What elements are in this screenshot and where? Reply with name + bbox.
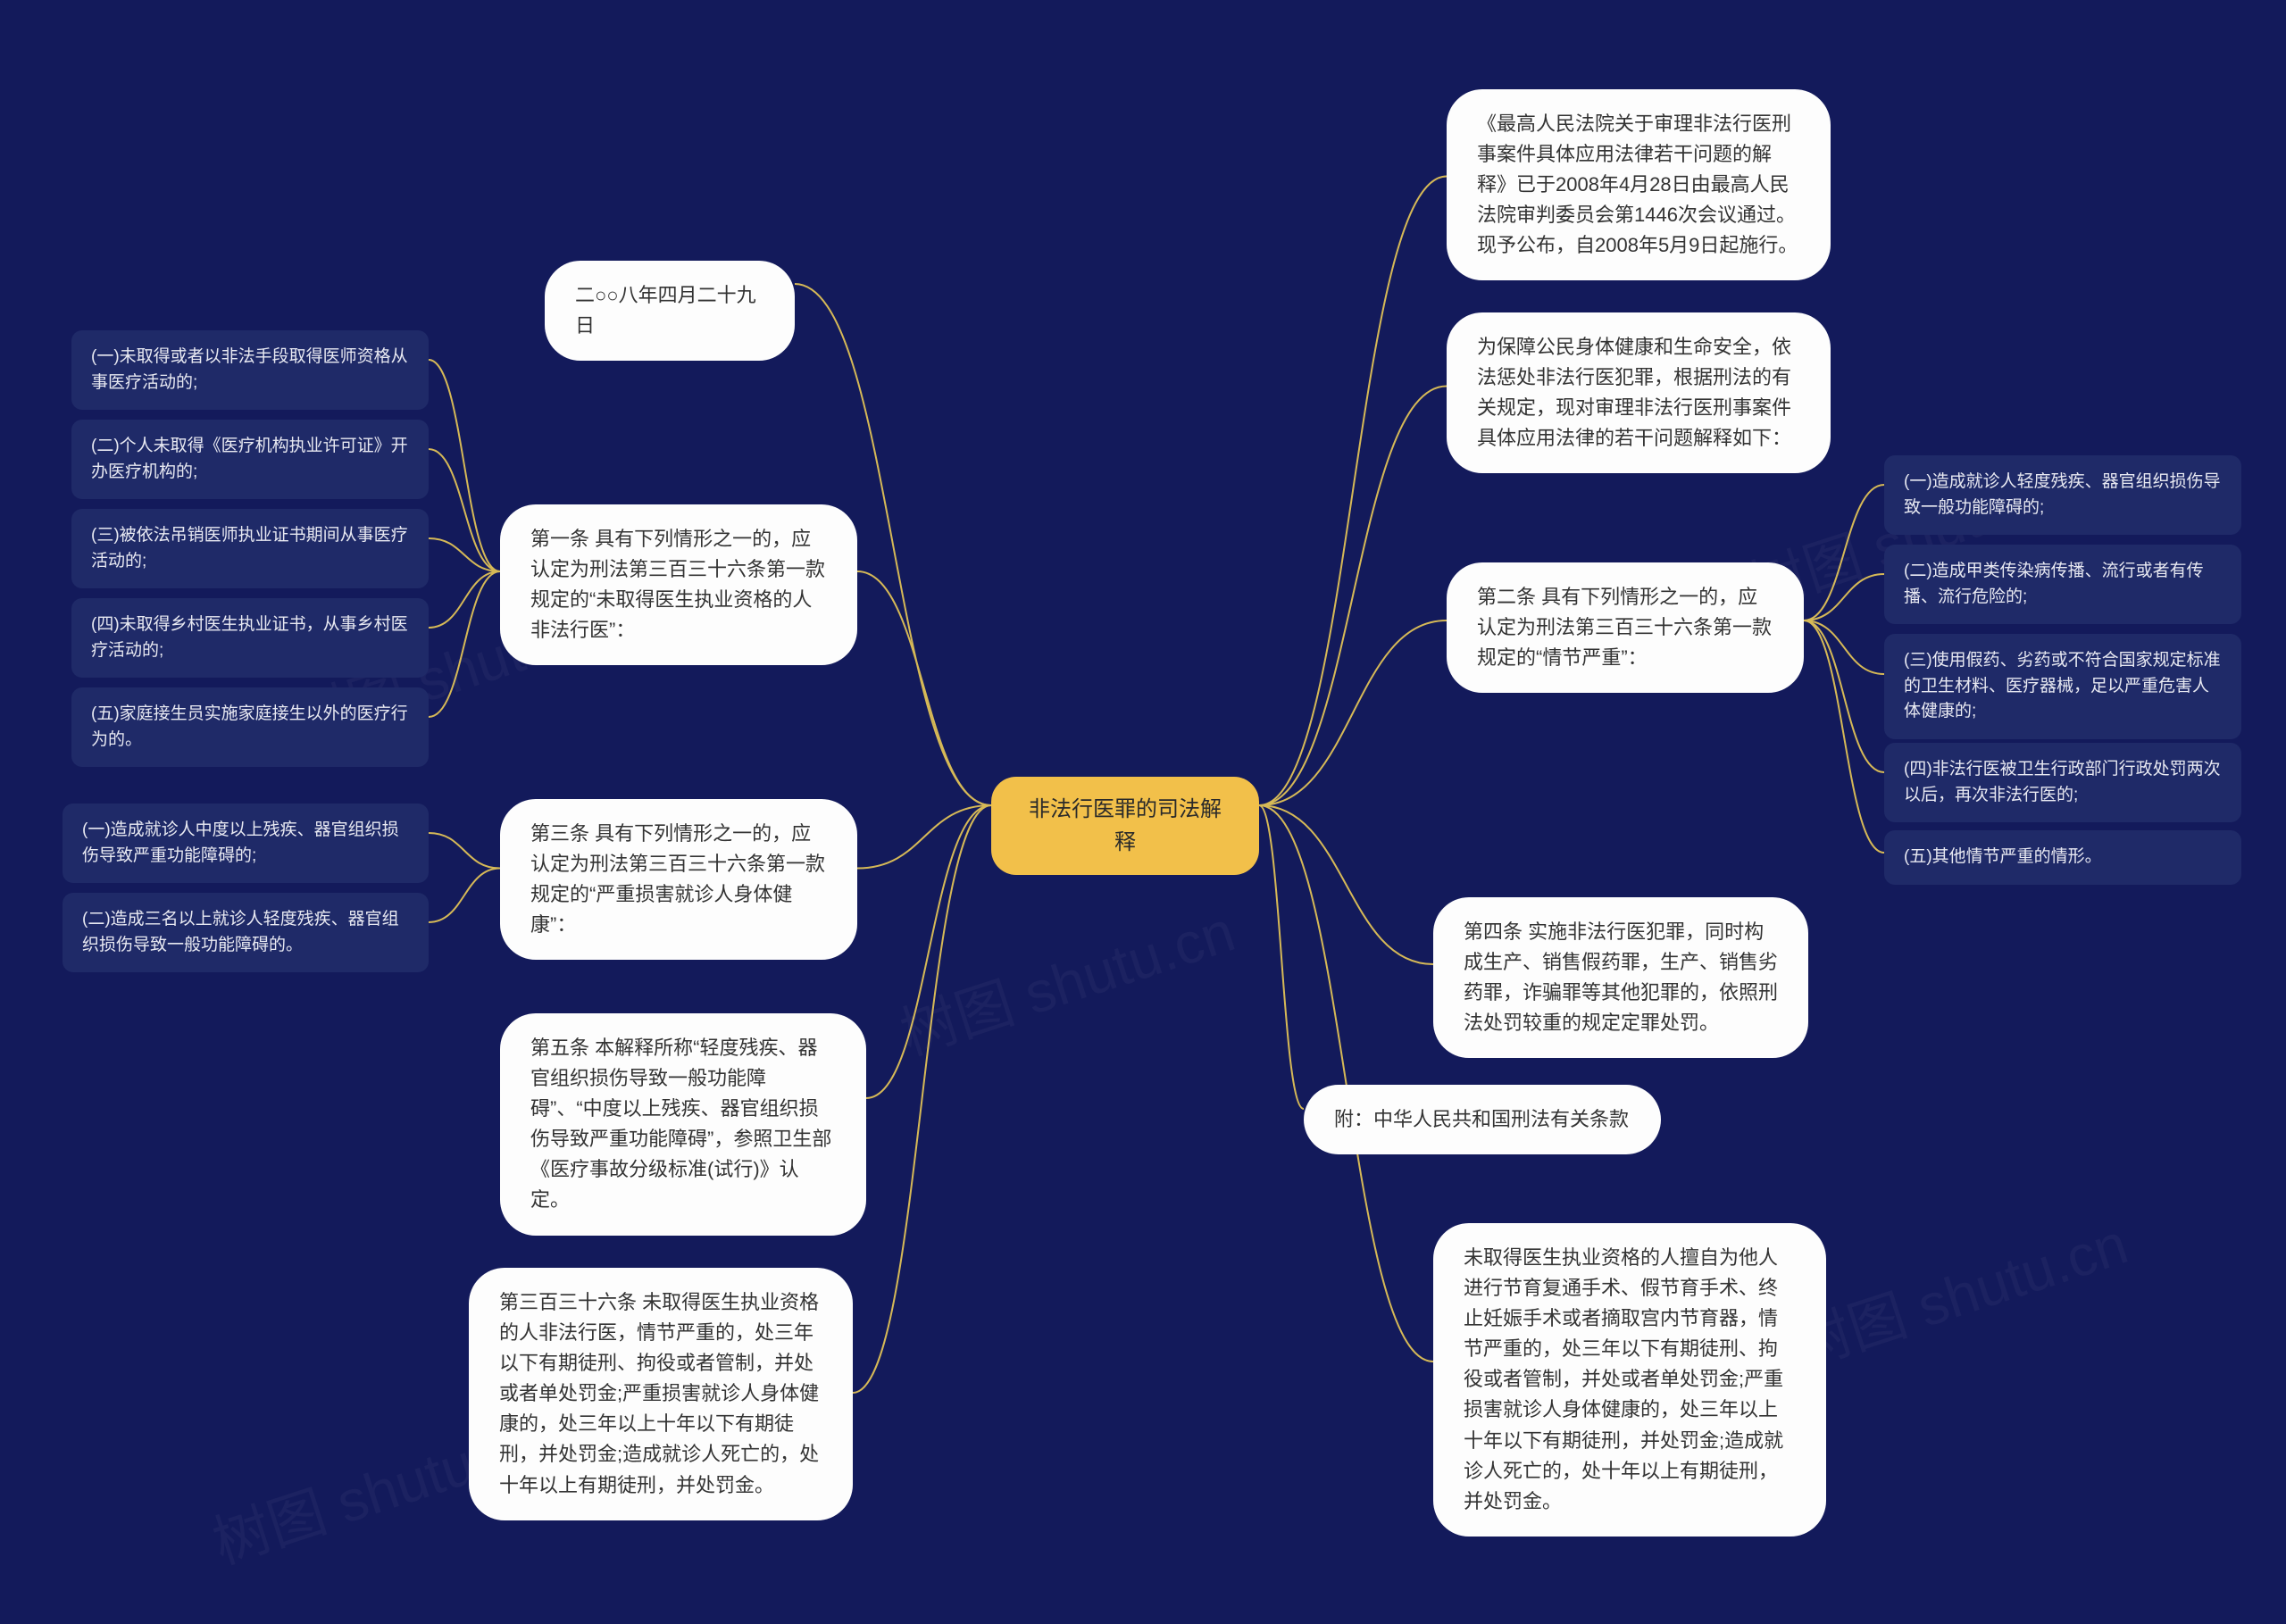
leaf-node-label: (五)其他情节严重的情形。 (1904, 845, 2222, 870)
branch-node: 第二条 具有下列情形之一的，应认定为刑法第三百三十六条第一款规定的“情节严重”： (1447, 562, 1804, 693)
branch-node-label: 《最高人民法院关于审理非法行医刑事案件具体应用法律若干问题的解释》已于2008年… (1477, 109, 1800, 261)
leaf-node: (三)使用假药、劣药或不符合国家规定标准的卫生材料、医疗器械，足以严重危害人体健… (1884, 634, 2241, 739)
leaf-node: (二)造成甲类传染病传播、流行或者有传播、流行危险的; (1884, 545, 2241, 624)
branch-node-label: 为保障公民身体健康和生命安全，依法惩处非法行医犯罪，根据刑法的有关规定，现对审理… (1477, 332, 1800, 454)
branch-node: 为保障公民身体健康和生命安全，依法惩处非法行医犯罪，根据刑法的有关规定，现对审理… (1447, 312, 1831, 473)
leaf-node: (四)非法行医被卫生行政部门行政处罚两次以后，再次非法行医的; (1884, 743, 2241, 822)
branch-node: 二○○八年四月二十九日 (545, 261, 795, 361)
mindmap-edge (429, 571, 500, 717)
branch-node-label: 二○○八年四月二十九日 (575, 280, 764, 341)
branch-node: 第三百三十六条 未取得医生执业资格的人非法行医，情节严重的，处三年以下有期徒刑、… (469, 1268, 853, 1520)
branch-node: 《最高人民法院关于审理非法行医刑事案件具体应用法律若干问题的解释》已于2008年… (1447, 89, 1831, 280)
branch-node: 第四条 实施非法行医犯罪，同时构成生产、销售假药罪，生产、销售劣药罪，诈骗罪等其… (1433, 897, 1808, 1058)
mindmap-edge (1259, 805, 1433, 1362)
branch-node: 第一条 具有下列情形之一的，应认定为刑法第三百三十六条第一款规定的“未取得医生执… (500, 504, 857, 665)
mindmap-edge (1804, 485, 1884, 620)
mindmap-edge (429, 571, 500, 628)
center-node: 非法行医罪的司法解释 (991, 777, 1259, 875)
leaf-node: (五)其他情节严重的情形。 (1884, 830, 2241, 885)
leaf-node-label: (二)个人未取得《医疗机构执业许可证》开办医疗机构的; (91, 434, 409, 485)
branch-node-label: 第三百三十六条 未取得医生执业资格的人非法行医，情节严重的，处三年以下有期徒刑、… (499, 1287, 822, 1501)
leaf-node: (三)被依法吊销医师执业证书期间从事医疗活动的; (71, 509, 429, 588)
branch-node-label: 第四条 实施非法行医犯罪，同时构成生产、销售假药罪，生产、销售劣药罪，诈骗罪等其… (1464, 917, 1778, 1038)
mindmap-edge (429, 869, 500, 923)
mindmap-edge (429, 833, 500, 869)
leaf-node-label: (二)造成甲类传染病传播、流行或者有传播、流行危险的; (1904, 559, 2222, 610)
branch-node-label: 第三条 具有下列情形之一的，应认定为刑法第三百三十六条第一款规定的“严重损害就诊… (530, 819, 827, 940)
leaf-node-label: (一)造成就诊人中度以上残疾、器官组织损伤导致严重功能障碍的; (82, 818, 409, 869)
leaf-node-label: (二)造成三名以上就诊人轻度残疾、器官组织损伤导致一般功能障碍的。 (82, 907, 409, 958)
branch-node-label: 第五条 本解释所称“轻度残疾、器官组织损伤导致一般功能障碍”、“中度以上残疾、器… (530, 1033, 836, 1216)
mindmap-edge (857, 571, 991, 805)
leaf-node: (一)造成就诊人轻度残疾、器官组织损伤导致一般功能障碍的; (1884, 455, 2241, 535)
leaf-node-label: (一)未取得或者以非法手段取得医师资格从事医疗活动的; (91, 345, 409, 396)
mindmap-edge (1804, 620, 1884, 853)
leaf-node: (二)个人未取得《医疗机构执业许可证》开办医疗机构的; (71, 420, 429, 499)
mindmap-edge (1259, 620, 1447, 805)
branch-node-label: 第二条 具有下列情形之一的，应认定为刑法第三百三十六条第一款规定的“情节严重”： (1477, 582, 1773, 673)
leaf-node-label: (三)使用假药、劣药或不符合国家规定标准的卫生材料、医疗器械，足以严重危害人体健… (1904, 648, 2222, 725)
center-node-label: 非法行医罪的司法解释 (1022, 793, 1229, 859)
leaf-node: (一)未取得或者以非法手段取得医师资格从事医疗活动的; (71, 330, 429, 410)
branch-node: 第三条 具有下列情形之一的，应认定为刑法第三百三十六条第一款规定的“严重损害就诊… (500, 799, 857, 960)
mindmap-edge (1259, 805, 1433, 964)
leaf-node-label: (四)非法行医被卫生行政部门行政处罚两次以后，再次非法行医的; (1904, 757, 2222, 808)
branch-node-label: 未取得医生执业资格的人擅自为他人进行节育复通手术、假节育手术、终止妊娠手术或者摘… (1464, 1243, 1796, 1517)
mindmap-stage: 树图 shutu.cn树图 shutu.cn树图 shutu.cn树图 shut… (0, 0, 2286, 1624)
leaf-node: (四)未取得乡村医生执业证书，从事乡村医疗活动的; (71, 598, 429, 678)
branch-node-label: 附：中华人民共和国刑法有关条款 (1334, 1104, 1631, 1135)
leaf-node: (二)造成三名以上就诊人轻度残疾、器官组织损伤导致一般功能障碍的。 (63, 893, 429, 972)
branch-node: 附：中华人民共和国刑法有关条款 (1304, 1085, 1661, 1154)
mindmap-edge (866, 805, 991, 1098)
mindmap-edge (853, 805, 991, 1393)
leaf-node-label: (三)被依法吊销医师执业证书期间从事医疗活动的; (91, 523, 409, 574)
mindmap-edge (1804, 574, 1884, 620)
branch-node: 第五条 本解释所称“轻度残疾、器官组织损伤导致一般功能障碍”、“中度以上残疾、器… (500, 1013, 866, 1236)
leaf-node: (一)造成就诊人中度以上残疾、器官组织损伤导致严重功能障碍的; (63, 804, 429, 883)
leaf-node: (五)家庭接生员实施家庭接生以外的医疗行为的。 (71, 687, 429, 767)
branch-node-label: 第一条 具有下列情形之一的，应认定为刑法第三百三十六条第一款规定的“未取得医生执… (530, 524, 827, 645)
leaf-node-label: (一)造成就诊人轻度残疾、器官组织损伤导致一般功能障碍的; (1904, 470, 2222, 521)
mindmap-edge (1259, 387, 1447, 806)
leaf-node-label: (五)家庭接生员实施家庭接生以外的医疗行为的。 (91, 702, 409, 753)
leaf-node-label: (四)未取得乡村医生执业证书，从事乡村医疗活动的; (91, 612, 409, 663)
mindmap-edge (1804, 620, 1884, 772)
branch-node: 未取得医生执业资格的人擅自为他人进行节育复通手术、假节育手术、终止妊娠手术或者摘… (1433, 1223, 1826, 1537)
mindmap-edge (857, 805, 991, 869)
